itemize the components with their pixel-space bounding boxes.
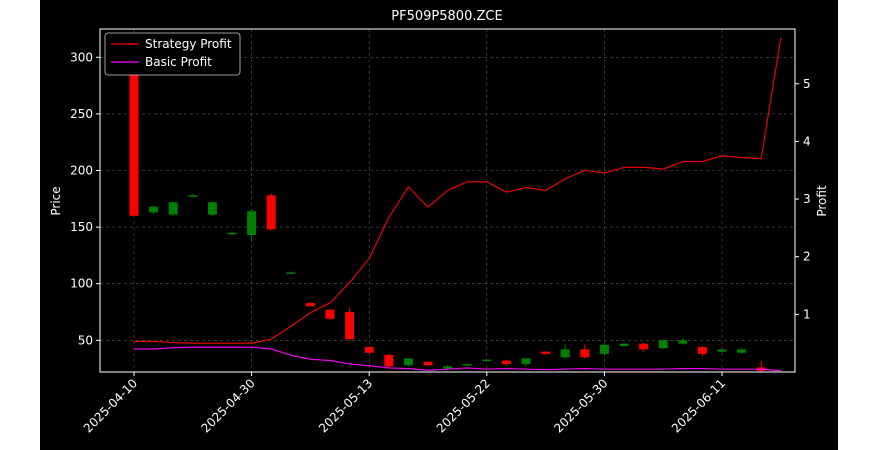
candle-body	[639, 343, 649, 350]
profit-tick-label: 4	[803, 134, 811, 148]
candle-body	[364, 347, 374, 353]
candle-body	[599, 344, 609, 354]
chart-title: PF509P5800.ZCE	[391, 9, 502, 24]
legend-label-strategy: Strategy Profit	[145, 37, 232, 51]
price-tick-label: 300	[70, 50, 93, 64]
price-tick-label: 200	[70, 164, 93, 178]
candle-body	[325, 309, 335, 319]
candle-body	[501, 360, 511, 365]
candle-body	[227, 232, 237, 235]
y-axis-label-right: Profit	[815, 185, 829, 217]
candle-body	[678, 340, 688, 344]
candle-body	[619, 343, 629, 346]
candle-body	[403, 358, 413, 366]
candle-body	[717, 349, 727, 352]
price-tick-label: 50	[78, 333, 93, 347]
candle-body	[423, 361, 433, 366]
candle-body	[129, 34, 139, 216]
price-tick-label: 150	[70, 220, 93, 234]
candle-body	[247, 211, 257, 236]
basic-profit-line	[134, 346, 781, 372]
candle-body	[482, 359, 492, 362]
candle-body	[580, 349, 590, 358]
legend: Strategy Profit Basic Profit	[104, 32, 241, 76]
candle-body	[384, 355, 394, 367]
price-tick-label: 250	[70, 107, 93, 121]
candle-body	[305, 302, 315, 307]
candle-body	[697, 347, 707, 354]
profit-tick-label: 3	[803, 192, 811, 206]
profit-tick-label: 5	[803, 77, 811, 91]
candle-body	[443, 366, 453, 369]
candle-body	[149, 206, 159, 213]
candle-body	[462, 364, 472, 366]
candle-body	[521, 358, 531, 365]
profit-tick-label: 2	[803, 250, 811, 264]
candle-body	[737, 349, 747, 353]
candle-body	[286, 272, 296, 274]
strategy-profit-line	[134, 37, 782, 344]
candle-body	[541, 351, 551, 354]
candle-body	[207, 202, 217, 215]
y-axis-label-left: Price	[49, 186, 63, 215]
profit-axis: 1 2 3 4 5	[795, 77, 811, 321]
candle-body	[188, 195, 198, 197]
legend-label-basic: Basic Profit	[145, 55, 212, 69]
profit-tick-label: 1	[803, 307, 811, 321]
plot-frame	[99, 28, 796, 373]
price-axis: 50 100 150 200 250 300	[70, 50, 100, 347]
candle-body	[560, 349, 570, 358]
candle-body	[345, 312, 355, 340]
candle-body	[658, 340, 668, 349]
profit-lines	[134, 37, 782, 372]
price-tick-label: 100	[70, 277, 93, 291]
candle-body	[266, 195, 276, 230]
candle-body	[168, 202, 178, 215]
